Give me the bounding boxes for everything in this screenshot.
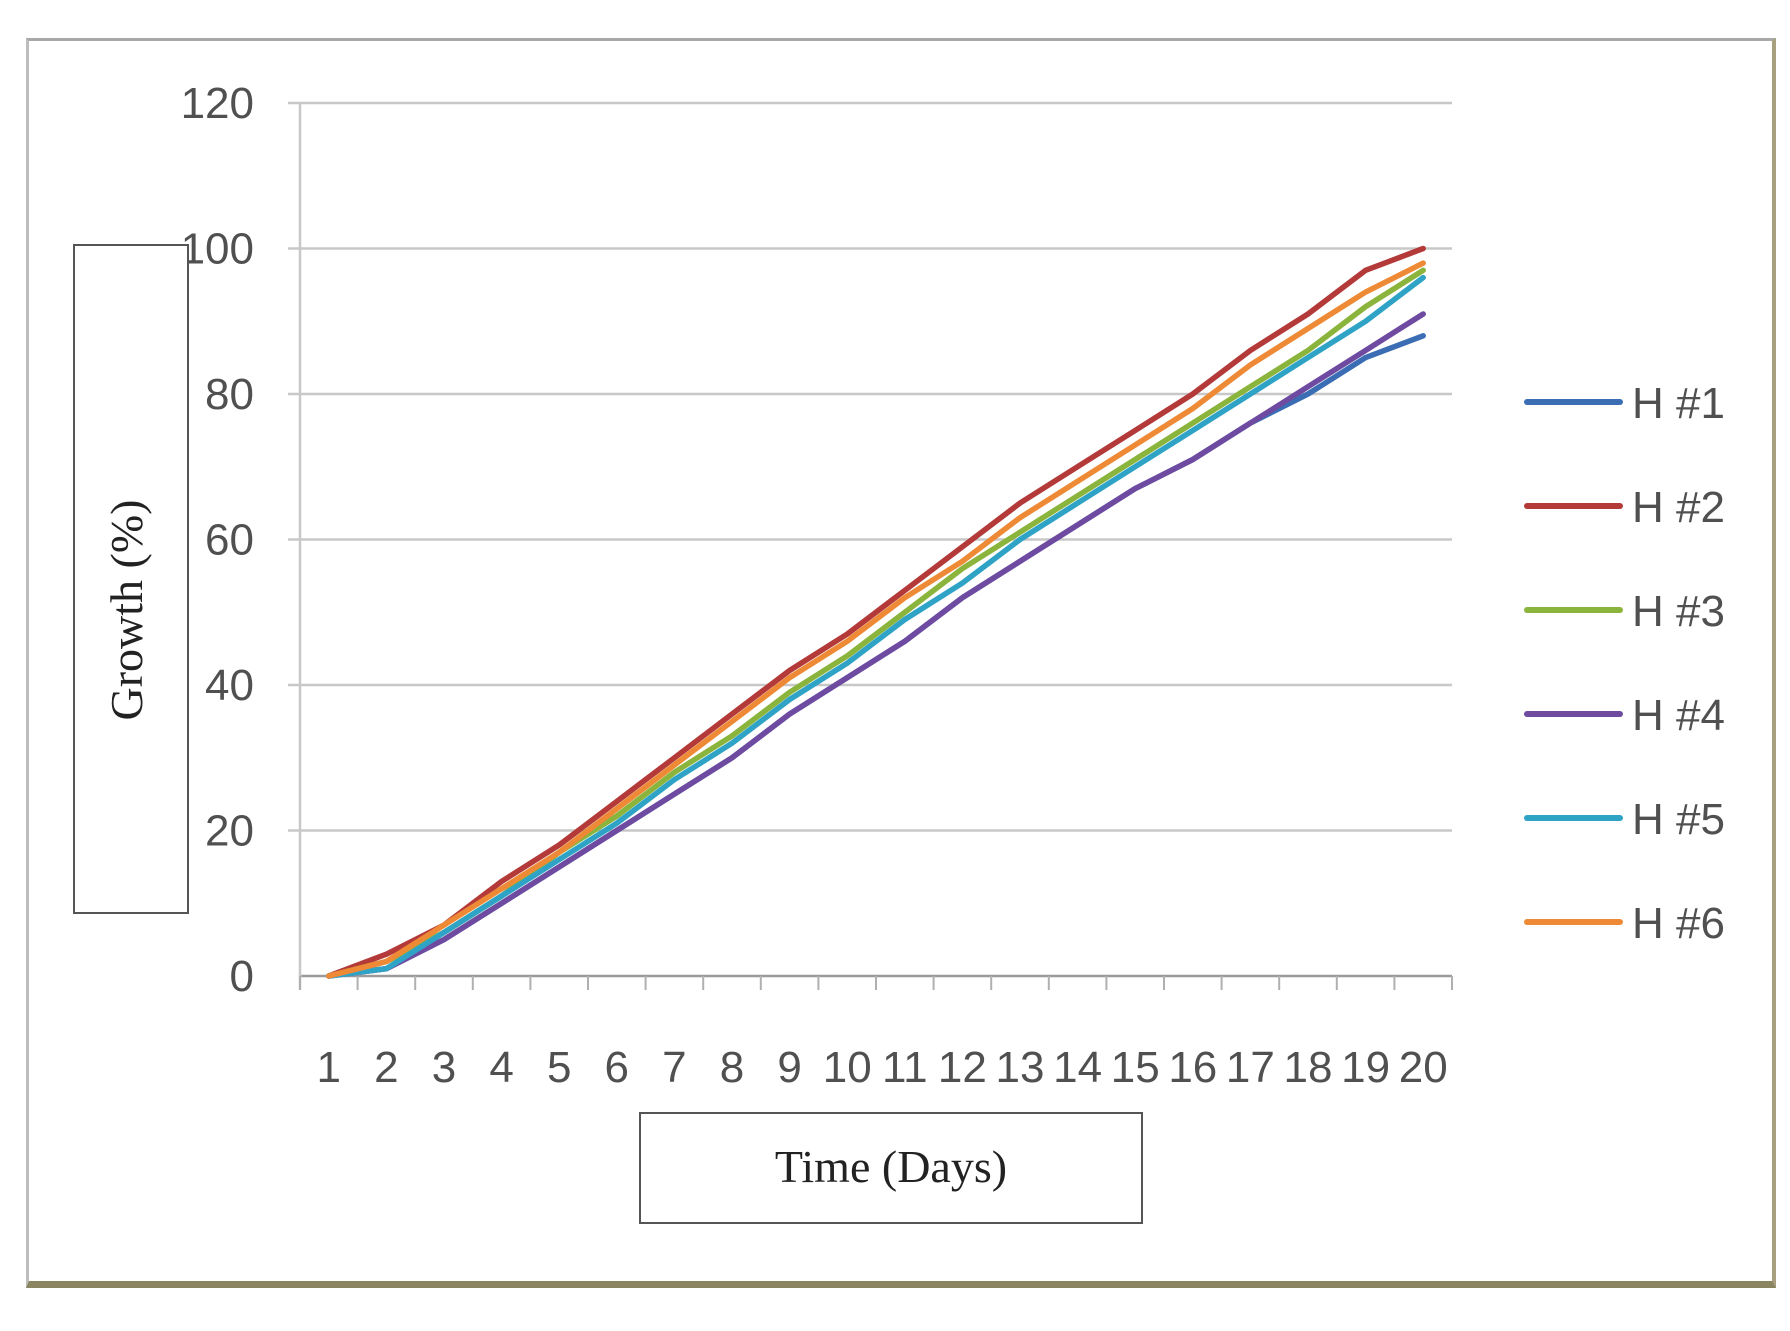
y-tick-label: 20 [205,807,254,856]
x-tick-label: 6 [605,1043,629,1092]
x-tick-labels: 1 2 3 4 5 6 7 8 9 10 11 12 13 14 15 16 17 18 19 20 [317,1043,1448,1092]
legend-label: H #3 [1632,587,1725,636]
x-tick-label: 16 [1168,1043,1217,1092]
x-tick-label: 19 [1341,1043,1390,1092]
series-line-h4 [326,311,1426,979]
legend-label: H #2 [1632,483,1725,532]
series-lines [326,245,1426,979]
y-tick-label: 80 [205,370,254,419]
legend-label: H #5 [1632,795,1725,844]
axes [298,103,1453,990]
x-tick-label: 9 [777,1043,801,1092]
series-line-h2 [326,245,1426,979]
x-tick-label: 1 [317,1043,341,1092]
x-tick-label: 13 [996,1043,1045,1092]
x-tick-label: 14 [1053,1043,1102,1092]
series-line-h1 [326,333,1426,979]
x-tick-label: 12 [938,1043,987,1092]
y-tick-label: 120 [181,79,254,128]
x-tick-label: 20 [1399,1043,1448,1092]
x-tick-label: 8 [720,1043,744,1092]
legend-label: H #1 [1632,379,1725,428]
x-tick-label: 7 [662,1043,686,1092]
chart-frame [26,38,1776,1288]
x-tick-label: 10 [823,1043,872,1092]
x-axis-title: Time (Days) [775,1141,1007,1192]
x-axis-title-box: Time (Days) [639,1112,1143,1224]
y-tick-labels: 0 20 40 60 80 100 120 [181,79,254,1001]
y-tick-label: 0 [230,952,254,1001]
series-line-h6 [326,260,1426,979]
y-tick-label: 40 [205,661,254,710]
legend-label: H #4 [1632,691,1725,740]
x-tick-label: 3 [432,1043,456,1092]
legend: H #1 H #2 H #3 H #4 H #5 H #6 [1524,379,1725,948]
x-tick-label: 17 [1226,1043,1275,1092]
legend-label: H #6 [1632,899,1725,948]
gridlines [288,101,1452,978]
series-line-h3 [326,267,1426,979]
series-line-h5 [326,274,1426,979]
x-tick-label: 4 [489,1043,513,1092]
x-tick-label: 5 [547,1043,571,1092]
x-tick-label: 18 [1284,1043,1333,1092]
y-axis-title-box: Growth (%) [73,244,189,914]
x-tick-label: 11 [882,1043,928,1092]
x-tick-label: 15 [1111,1043,1160,1092]
y-axis-title: Growth (%) [101,500,152,721]
y-tick-label: 60 [205,516,254,565]
y-tick-label: 100 [181,225,254,274]
x-tick-label: 2 [374,1043,398,1092]
